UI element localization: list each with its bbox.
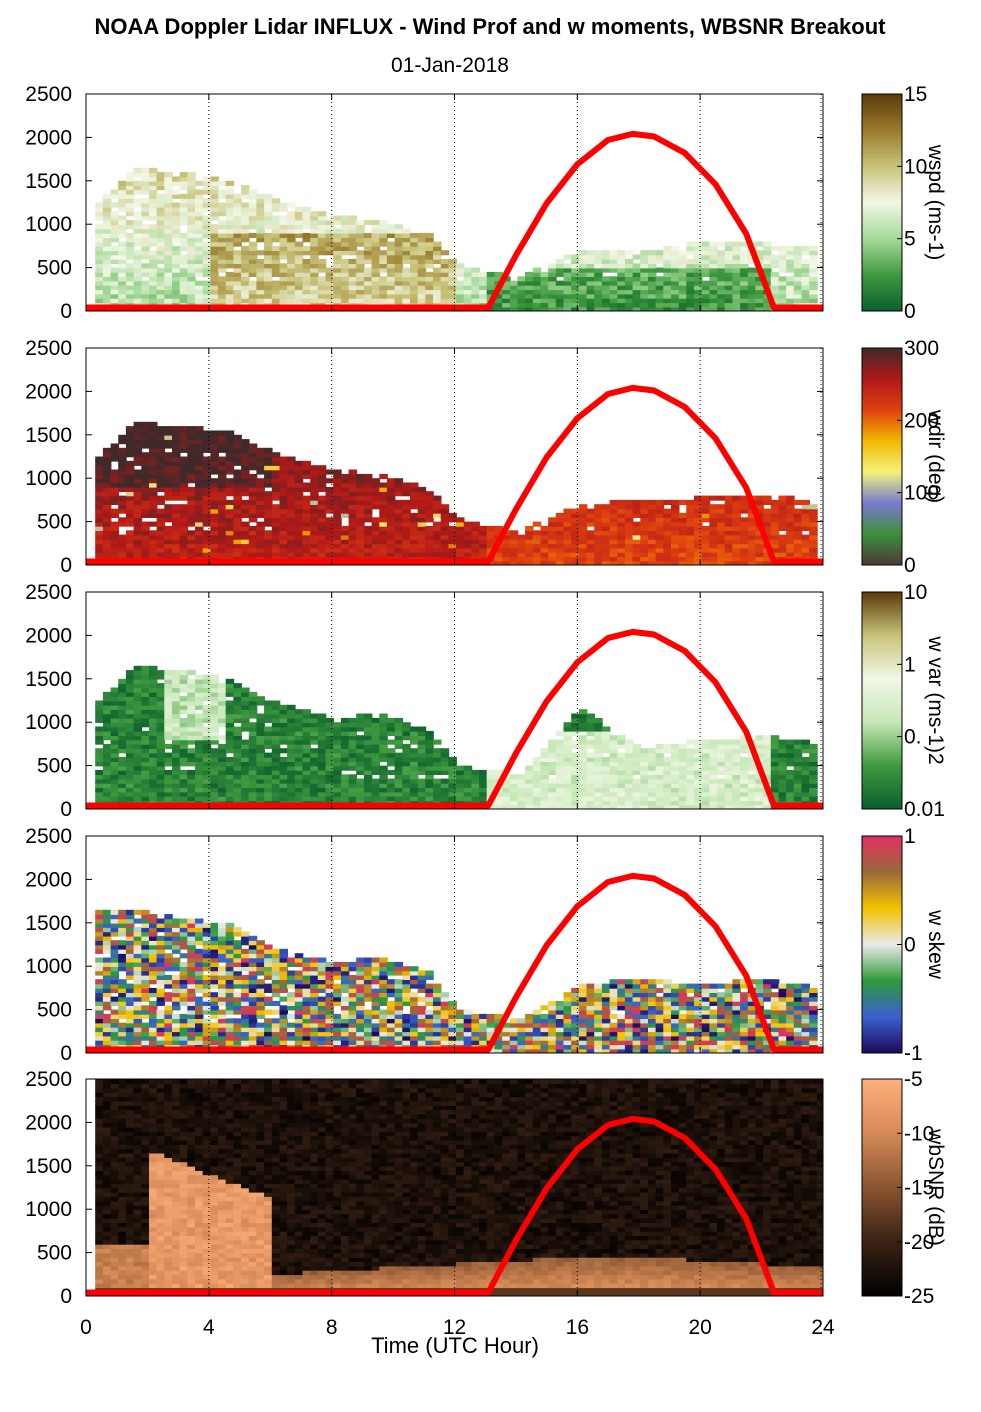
- panel-wdir: 0 500 1000 1500 2000 2500 0 100 200 300 wdir (deg): [25, 337, 947, 577]
- heatmap-cells: [95, 665, 818, 809]
- y-tick-label: 2000: [25, 868, 72, 891]
- y-tick-label: 1000: [25, 711, 72, 734]
- colorbar-tick-label: -1: [904, 1042, 923, 1065]
- colorbar-tick-label: 10: [904, 155, 927, 178]
- sun-elevation-curve: [86, 872, 823, 1053]
- figure-date: 01-Jan-2018: [391, 54, 509, 77]
- y-tick-label: 1000: [25, 955, 72, 978]
- y-tick-label: 2500: [25, 83, 72, 106]
- colorbar-tick-label: 10: [904, 581, 927, 604]
- x-axis-label: Time (UTC Hour): [371, 1333, 539, 1358]
- heatmap-cells: [95, 421, 818, 565]
- y-tick-label: 2000: [25, 126, 72, 149]
- x-tick-label: 24: [811, 1316, 835, 1339]
- heatmap-cells: [95, 909, 818, 1053]
- colorbar-label: wspd (ms-1): [924, 144, 947, 261]
- colorbar: [861, 347, 903, 566]
- colorbar: [861, 93, 903, 312]
- y-tick-label: 1500: [25, 668, 72, 691]
- panel-w-var: 0 500 1000 1500 2000 2500 0.01 0. 1 10 w var (ms-1…: [25, 581, 947, 821]
- y-tick-label: 2000: [25, 624, 72, 647]
- colorbar-tick-label: 1: [904, 825, 916, 848]
- panel-w-skew: 0 500 1000 1500 2000 2500 -1 0 1 w skew: [25, 825, 947, 1065]
- y-tick-label: 500: [37, 999, 72, 1022]
- y-tick-label: 2500: [25, 581, 72, 604]
- sun-elevation-curve: [86, 628, 823, 809]
- colorbar-tick-label: -10: [904, 1122, 934, 1145]
- y-tick-label: 0: [60, 1042, 72, 1065]
- y-tick-label: 1000: [25, 213, 72, 236]
- y-tick-label: 500: [37, 1242, 72, 1265]
- y-tick-label: 500: [37, 511, 72, 534]
- colorbar-label: w skew: [924, 909, 947, 980]
- sun-elevation-curve: [86, 130, 823, 311]
- x-tick-label: 12: [443, 1316, 466, 1339]
- heatmap-cells: [95, 167, 818, 311]
- y-tick-label: 0: [60, 1285, 72, 1308]
- x-tick-label: 16: [566, 1316, 589, 1339]
- colorbar-tick-label: 0: [904, 300, 916, 323]
- sun-elevation-curve: [86, 384, 823, 565]
- colorbar-tick-label: 0.01: [904, 798, 945, 821]
- colorbar-tick-label: 15: [904, 83, 927, 106]
- y-tick-label: 500: [37, 257, 72, 280]
- sun-elevation-curve: [86, 1115, 823, 1296]
- panel-wbsnr: 0 500 1000 1500 2000 2500 0 4 8 12 16 20 24 -25 -20 -15…: [25, 1068, 947, 1339]
- y-tick-label: 2000: [25, 380, 72, 403]
- colorbar-label: wdir (deg): [924, 409, 947, 503]
- x-tick-label: 0: [80, 1316, 92, 1339]
- colorbar-tick-label: -15: [904, 1177, 934, 1200]
- colorbar-tick-label: 5: [904, 228, 916, 251]
- colorbar-tick-label: 300: [904, 337, 939, 360]
- colorbar-label: w var (ms-1)2: [924, 635, 947, 764]
- y-tick-label: 2500: [25, 337, 72, 360]
- colorbar-tick-label: 100: [904, 482, 939, 505]
- y-tick-label: 0: [60, 300, 72, 323]
- colorbar-tick-label: -5: [904, 1068, 923, 1091]
- y-tick-label: 1500: [25, 170, 72, 193]
- colorbar-tick-label: -20: [904, 1231, 934, 1254]
- y-tick-label: 1000: [25, 1198, 72, 1221]
- colorbar-tick-label: 200: [904, 409, 939, 432]
- heatmap-cells: [95, 1079, 823, 1296]
- panel-wspd: 0 500 1000 1500 2000 2500 0 5 10 15 wspd (ms-1): [25, 83, 947, 323]
- y-tick-label: 1500: [25, 912, 72, 935]
- colorbar-tick-label: -25: [904, 1285, 934, 1308]
- figure-title: NOAA Doppler Lidar INFLUX - Wind Prof an…: [94, 14, 886, 39]
- y-tick-label: 1500: [25, 424, 72, 447]
- colorbar-label: wbSNR (dB): [924, 1128, 947, 1246]
- colorbar: [861, 835, 903, 1054]
- x-tick-label: 4: [203, 1316, 215, 1339]
- y-tick-label: 0: [60, 554, 72, 577]
- colorbar-tick-label: 0: [904, 554, 916, 577]
- colorbar-tick-label: 0: [904, 934, 916, 957]
- y-tick-label: 2500: [25, 1068, 72, 1091]
- colorbar-tick-label: 1: [904, 653, 916, 676]
- colorbar: [861, 1078, 903, 1297]
- y-tick-label: 0: [60, 798, 72, 821]
- y-tick-label: 2500: [25, 825, 72, 848]
- y-tick-label: 1000: [25, 467, 72, 490]
- y-tick-label: 2000: [25, 1111, 72, 1134]
- y-tick-label: 1500: [25, 1155, 72, 1178]
- colorbar-tick-label: 0.: [904, 726, 922, 749]
- colorbar: [861, 591, 903, 810]
- y-tick-label: 500: [37, 755, 72, 778]
- x-tick-label: 20: [688, 1316, 711, 1339]
- x-tick-label: 8: [326, 1316, 338, 1339]
